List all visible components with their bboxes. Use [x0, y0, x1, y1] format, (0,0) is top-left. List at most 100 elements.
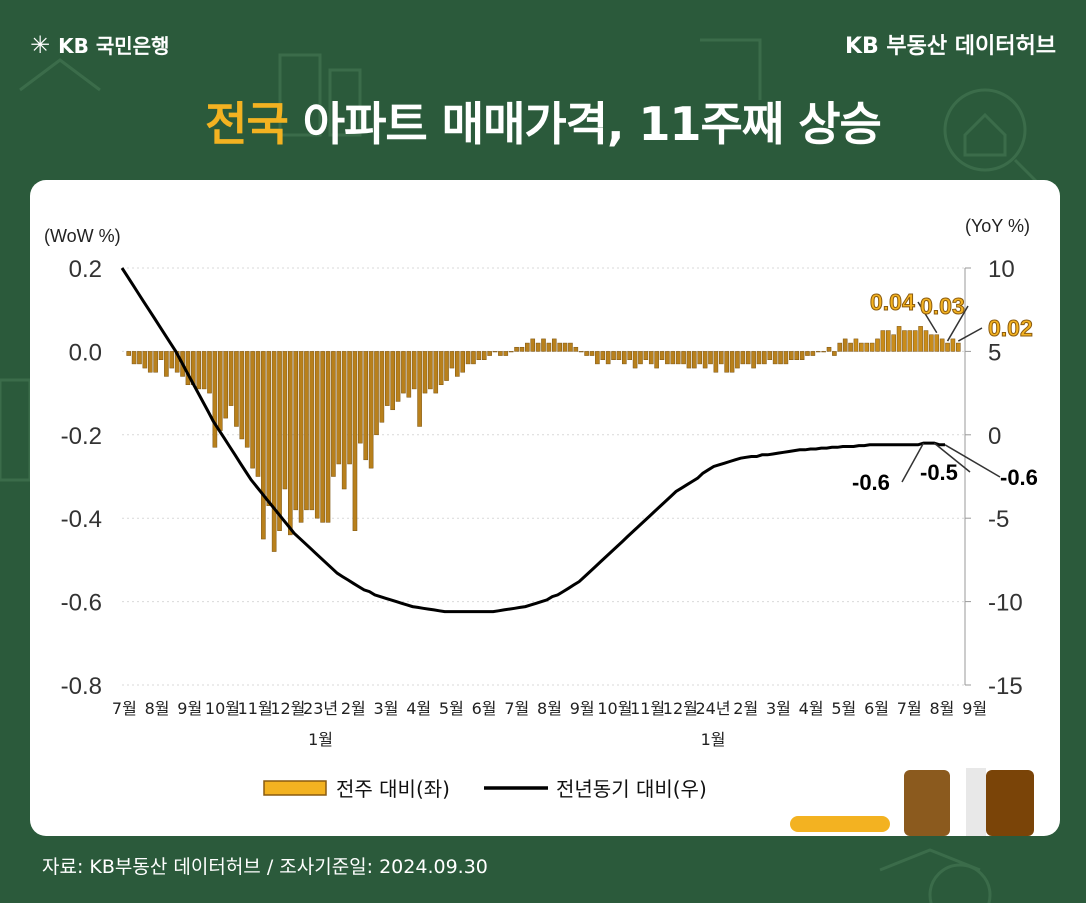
bar	[568, 342, 573, 352]
y-tick-left-label: -0.4	[61, 506, 102, 533]
bar	[541, 338, 546, 352]
bar	[826, 346, 832, 352]
bar	[239, 351, 245, 440]
x-tick-label: 7월	[897, 699, 922, 718]
bar	[632, 351, 638, 369]
yoy-label: -0.6	[1000, 465, 1038, 490]
bar	[266, 351, 272, 506]
bar	[778, 351, 783, 365]
bar	[692, 351, 697, 369]
x-tick-label: 3월	[766, 699, 791, 718]
bar	[681, 351, 686, 365]
x-tick-label: 9월	[177, 699, 202, 718]
bar	[277, 351, 282, 531]
bar	[799, 351, 805, 360]
bar	[352, 351, 358, 531]
legend-bar-label: 전주 대비(좌)	[336, 777, 450, 801]
y-tick-left-label: -0.2	[61, 423, 102, 450]
kb-bank-logo: ✳ KB 국민은행	[30, 30, 169, 59]
bar	[622, 351, 627, 365]
bar	[648, 351, 654, 365]
x-tick-label: 8월	[537, 699, 562, 718]
bar	[557, 342, 562, 352]
bar	[530, 338, 536, 352]
bar	[907, 330, 913, 352]
yoy-label: -0.6	[852, 470, 890, 495]
bar	[842, 338, 848, 352]
bar	[885, 330, 891, 352]
x-tick-label: 7월	[504, 699, 529, 718]
y-tick-right-label: 5	[988, 339, 1001, 366]
bar	[891, 334, 896, 352]
chart: (WoW %) (YoY %) 0.2 0.0 -0.2 -0.4 -0.6 -0.8 1…	[44, 216, 1038, 801]
bar	[950, 338, 956, 352]
bar	[271, 351, 277, 552]
bar	[546, 342, 552, 352]
bar	[956, 342, 961, 352]
x-tick-sublabel: 1월	[308, 730, 333, 749]
bar	[137, 351, 142, 365]
title-rest: 아파트 매매가격, 11주째 상승	[287, 97, 882, 151]
y-axis-left-label: (WoW %)	[44, 226, 121, 246]
bar	[460, 351, 465, 373]
bar	[902, 330, 907, 352]
bar	[374, 351, 379, 436]
bar	[535, 342, 541, 352]
deco-brown-block	[904, 770, 950, 836]
bar	[417, 351, 422, 427]
bar	[616, 351, 622, 360]
x-tick-label: 8월	[929, 699, 954, 718]
bar	[363, 351, 369, 461]
x-tick-sublabel: 1월	[701, 730, 726, 749]
bar	[713, 351, 719, 373]
bar	[131, 351, 137, 365]
bar	[929, 334, 934, 352]
x-tick-label: 11월	[238, 699, 273, 718]
bar-series	[126, 326, 961, 552]
bar	[395, 351, 401, 402]
bar	[142, 351, 148, 369]
x-tick-label: 12월	[663, 699, 698, 718]
bar	[379, 351, 385, 423]
bar	[896, 326, 902, 352]
y-tick-left-label: -0.8	[61, 673, 102, 700]
yoy-label: -0.5	[920, 460, 958, 485]
yoy-callout-line	[901, 442, 925, 483]
bar	[428, 351, 433, 390]
bar	[627, 351, 632, 360]
x-tick-label: 5월	[831, 699, 856, 718]
x-tick-label: 2월	[341, 699, 366, 718]
bar	[250, 351, 255, 469]
bar	[255, 351, 261, 477]
logo-text: KB 국민은행	[58, 34, 170, 58]
bar	[455, 351, 460, 377]
bar	[481, 351, 487, 360]
bar	[438, 351, 444, 386]
annotations: 0.04 0.03 0.02 -0.6 -0.5 -0.6	[852, 289, 1038, 496]
yoy-callout-line	[944, 444, 1001, 478]
yoy-callout-line	[933, 442, 971, 473]
wow-label: 0.03	[920, 293, 965, 319]
x-tick-label: 8월	[145, 699, 170, 718]
bar	[573, 346, 579, 352]
bar	[476, 351, 482, 360]
bar	[810, 351, 816, 356]
bar	[880, 330, 886, 352]
legend-line-label: 전년동기 대비(우)	[556, 777, 707, 801]
bar	[169, 351, 175, 369]
x-tick-label: 6월	[864, 699, 889, 718]
bar	[347, 351, 352, 465]
bar	[551, 338, 557, 352]
bar	[228, 351, 234, 406]
bar	[465, 351, 471, 365]
x-tick-label: 23년	[303, 699, 338, 718]
bar	[751, 351, 756, 369]
y-tick-right-label: -5	[988, 506, 1009, 533]
bar	[244, 351, 250, 448]
bar	[444, 351, 449, 381]
bar	[147, 351, 153, 373]
x-tick-label: 11월	[630, 699, 665, 718]
bar	[740, 351, 746, 365]
y-tick-left-label: 0.2	[69, 256, 102, 283]
